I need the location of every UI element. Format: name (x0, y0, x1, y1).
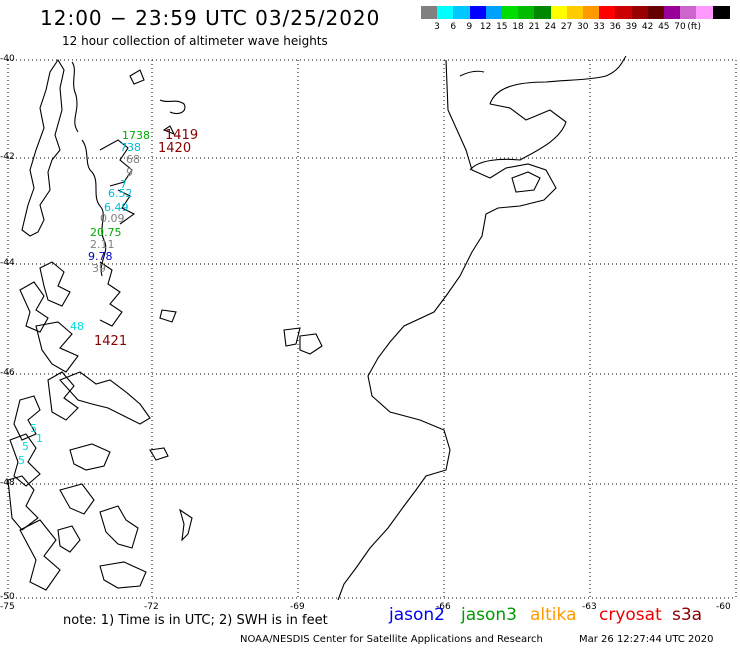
latitude-label: -50 (0, 592, 15, 602)
color-scale-tick-label: 36 (609, 22, 621, 32)
color-scale-tick-label: 9 (466, 22, 473, 32)
color-scale-tick-label: 33 (593, 22, 605, 32)
wave-height-label: 9.78 (88, 250, 113, 263)
lat-lon-grid (7, 59, 737, 599)
wave-height-label: 1420 (158, 141, 192, 156)
wave-height-label: 9 (126, 166, 133, 179)
map-subtitle: 12 hour collection of altimeter wave hei… (62, 34, 328, 48)
satellite-legend-item: altika (530, 605, 577, 625)
color-scale-tick-label: 6 (450, 22, 457, 32)
color-swatch (712, 6, 730, 19)
wave-height-label: 1 (36, 432, 43, 445)
wave-height-label: 5 (30, 422, 37, 435)
color-scale-unit: (ft) (687, 22, 701, 32)
color-swatch (453, 6, 471, 19)
longitude-label: -69 (290, 602, 305, 612)
wave-height-label: 1738 (122, 129, 150, 142)
color-swatch (437, 6, 455, 19)
wave-height-label: 1419 (165, 128, 199, 143)
satellite-legend-item: jason2 (389, 605, 445, 625)
wave-height-label: 1421 (94, 334, 128, 349)
color-scale-tick-label: 39 (625, 22, 638, 32)
color-scale-tick-label: 21 (528, 22, 540, 32)
wave-height-label: 48 (70, 320, 84, 333)
color-scale-tick-label: 27 (560, 22, 573, 32)
color-swatch (421, 6, 438, 19)
wave-height-label: 20.75 (90, 226, 122, 239)
wave-height-label: 0.09 (100, 212, 125, 225)
longitude-label: -63 (582, 602, 597, 612)
color-swatch (599, 6, 617, 19)
footnote: note: 1) Time is in UTC; 2) SWH is in fe… (63, 613, 328, 628)
color-scale-tick-label: 70 (674, 22, 686, 32)
color-scale-tick-label: 12 (479, 22, 492, 32)
color-scale-tick-label: 30 (577, 22, 589, 32)
longitude-label: -75 (0, 602, 15, 612)
latitude-label: -46 (0, 368, 15, 378)
color-swatch (485, 6, 503, 19)
wave-height-label: 738 (120, 141, 141, 154)
color-swatch (631, 6, 649, 19)
latitude-label: -48 (0, 478, 15, 488)
wave-height-label: 68 (126, 153, 140, 166)
wave-height-label: 6.49 (104, 201, 129, 214)
color-scale-tick-label: 24 (544, 22, 557, 32)
color-scale-tick-label: 15 (496, 22, 508, 32)
satellite-legend-item: jason3 (461, 605, 517, 625)
color-swatch (502, 6, 519, 19)
credit-line: NOAA/NESDIS Center for Satellite Applica… (240, 634, 543, 645)
wave-height-label: 39 (92, 262, 106, 275)
color-swatch (550, 6, 568, 19)
color-swatch (518, 6, 536, 19)
satellite-legend-item: cryosat (599, 605, 662, 625)
color-scale-tick-label: 3 (434, 22, 440, 32)
color-swatch (647, 6, 665, 19)
map-title: 12:00 − 23:59 UTC 03/25/2020 (40, 6, 381, 30)
wave-height-label: 2.11 (90, 238, 115, 251)
wave-height-label: 7 (120, 178, 127, 191)
color-swatch (696, 6, 714, 19)
latitude-label: -44 (0, 258, 15, 268)
longitude-label: -72 (144, 602, 159, 612)
latitude-label: -40 (0, 54, 15, 64)
color-swatch (680, 6, 698, 19)
color-scale-tick-label: 45 (658, 22, 670, 32)
wave-height-label: 6.52 (108, 187, 133, 200)
color-scale-tick-label: 42 (641, 22, 654, 32)
color-scale-tick-label: 18 (512, 22, 524, 32)
color-swatch (615, 6, 633, 19)
latitude-label: -42 (0, 152, 15, 162)
longitude-label: -66 (436, 602, 451, 612)
generated-timestamp: Mar 26 12:27:44 UTC 2020 (579, 634, 714, 645)
color-swatch (566, 6, 584, 19)
color-swatch (664, 6, 681, 19)
color-swatch (583, 6, 600, 19)
satellite-legend-item: s3a (672, 605, 703, 625)
coastline (7, 55, 627, 601)
wave-height-label: 5 (18, 454, 25, 467)
longitude-label: -60 (716, 602, 731, 612)
color-swatch (534, 6, 552, 19)
color-swatch (469, 6, 487, 19)
wave-height-label: 5 (22, 440, 29, 453)
